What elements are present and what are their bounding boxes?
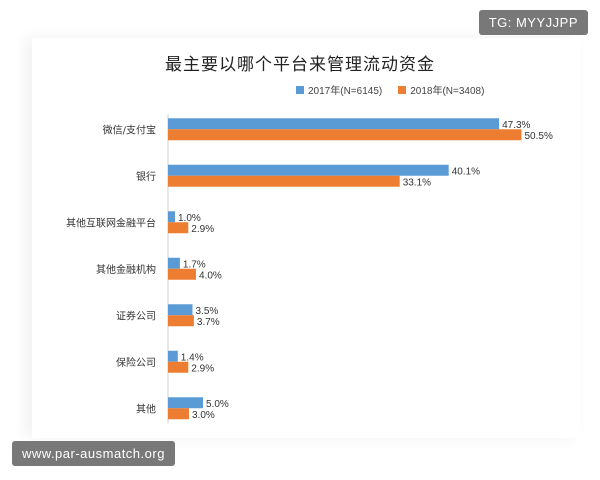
legend-label-2017: 2017年(N=6145) <box>308 86 383 97</box>
chart-legend: 2017年(N=6145) 2018年(N=3408) <box>296 82 484 97</box>
category-label: 保险公司 <box>116 356 156 369</box>
category-label: 证券公司 <box>116 309 156 322</box>
category-label: 其他 <box>136 402 156 415</box>
data-label-2017: 47.3% <box>502 120 530 131</box>
bar-2017 <box>168 164 449 176</box>
bar-2017 <box>168 257 180 269</box>
bar-2017 <box>168 118 500 130</box>
bar-2017 <box>168 211 175 223</box>
data-label-2018: 4.0% <box>199 270 222 281</box>
bar-2018 <box>168 268 196 280</box>
data-label-2018: 2.9% <box>191 363 214 374</box>
data-label-2017: 1.4% <box>181 352 204 363</box>
legend-item-2018: 2018年(N=3408) <box>398 82 484 97</box>
watermark-badge-top-right: TG: MYYJJPP <box>478 10 588 35</box>
bar-2018 <box>168 175 400 187</box>
category-label: 其他金融机构 <box>96 263 156 276</box>
legend-item-2017: 2017年(N=6145) <box>296 82 382 97</box>
category-label: 其他互联网金融平台 <box>66 216 156 229</box>
category-label: 银行 <box>136 170 156 183</box>
bar-2018 <box>168 408 189 420</box>
bar-2017 <box>168 350 178 362</box>
data-label-2018: 3.0% <box>192 410 215 421</box>
bar-2017 <box>168 304 193 316</box>
data-label-2018: 2.9% <box>191 224 214 235</box>
category-label: 微信/支付宝 <box>103 123 156 136</box>
data-label-2017: 1.0% <box>178 213 201 224</box>
legend-swatch-2018 <box>398 85 407 94</box>
data-label-2018: 33.1% <box>403 177 431 188</box>
legend-label-2018: 2018年(N=3408) <box>410 86 485 97</box>
bar-2018 <box>168 222 189 234</box>
bar-2018 <box>168 361 189 373</box>
legend-swatch-2017 <box>296 85 304 94</box>
data-label-2017: 3.5% <box>196 306 219 317</box>
bar-2018 <box>168 315 194 327</box>
data-label-2018: 50.5% <box>525 131 553 142</box>
chart-title: 最主要以哪个平台来管理流动资金 <box>165 55 435 75</box>
data-label-2017: 1.7% <box>183 259 206 270</box>
watermark-badge-bottom-left: www.par-ausmatch.org <box>12 441 175 466</box>
data-label-2017: 40.1% <box>452 166 480 177</box>
chart-card <box>32 38 580 438</box>
bar-2018 <box>168 129 522 141</box>
data-label-2018: 3.7% <box>197 317 220 328</box>
data-label-2017: 5.0% <box>206 399 229 410</box>
bar-2017 <box>168 397 203 409</box>
